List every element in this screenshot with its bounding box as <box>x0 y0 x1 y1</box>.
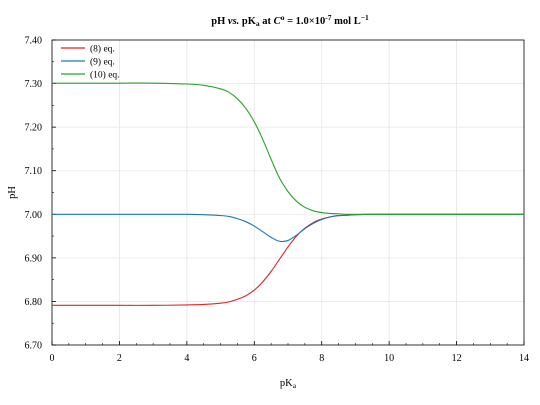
legend-label-3: (10) eq. <box>90 70 120 81</box>
y-tick-label: 7.30 <box>25 79 43 90</box>
legend-label-2: (9) eq. <box>90 57 115 68</box>
series-lines <box>51 82 524 306</box>
legend: (8) eq. (9) eq. (10) eq. <box>61 44 120 81</box>
chart-title: pH vs. pKa at Co = 1.0×10-7 mol L−1 <box>211 13 369 28</box>
x-tick-label: 0 <box>50 353 55 364</box>
x-tick-label: 12 <box>452 353 462 364</box>
y-tick-label: 6.80 <box>25 297 43 308</box>
y-tick-label: 7.20 <box>25 123 43 134</box>
x-tick-label: 2 <box>117 353 122 364</box>
y-tick-label: 7.10 <box>25 166 43 177</box>
x-tick-labels: 0 2 4 6 8 10 12 14 <box>50 353 530 364</box>
legend-label-1: (8) eq. <box>90 44 115 55</box>
series-line-1 <box>52 213 524 306</box>
axis-ticks <box>51 39 525 346</box>
y-tick-label: 7.00 <box>25 210 43 221</box>
x-tick-label: 4 <box>184 353 189 364</box>
y-tick-labels: 6.70 6.80 6.90 7.00 7.10 7.20 7.30 7.40 <box>25 36 43 352</box>
x-tick-label: 10 <box>384 353 394 364</box>
y-tick-label: 6.70 <box>25 341 43 352</box>
x-tick-label: 8 <box>319 353 324 364</box>
x-tick-label: 6 <box>252 353 257 364</box>
y-axis-label: pH <box>7 186 18 199</box>
series-line-3 <box>52 82 524 215</box>
x-tick-label: 14 <box>519 353 529 364</box>
y-tick-label: 6.90 <box>25 253 43 264</box>
series-line-2 <box>51 213 524 243</box>
y-tick-label: 7.40 <box>25 36 43 47</box>
x-axis-label: pKa <box>280 378 297 390</box>
